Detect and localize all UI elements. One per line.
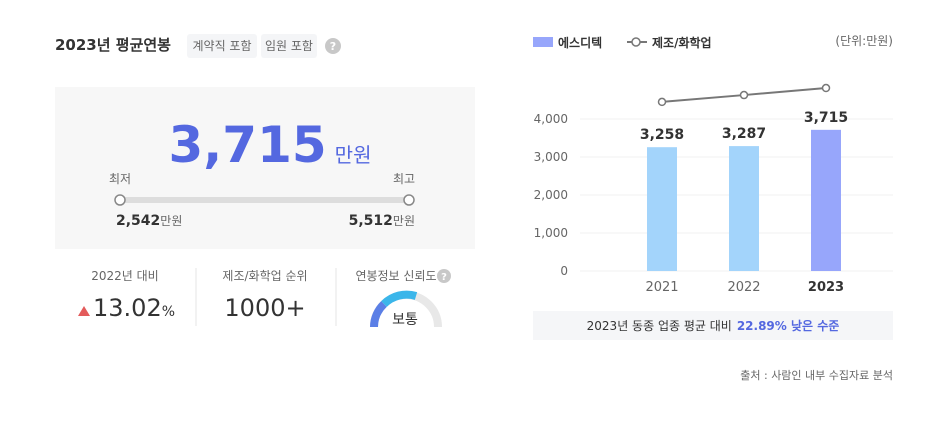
line-point: [739, 90, 749, 100]
max-unit: 만원: [393, 214, 415, 228]
bar-value-label: 3,287: [722, 126, 766, 142]
tag-bg: [261, 34, 317, 58]
section-title: 2023년 평균연봉: [55, 36, 171, 54]
x-tick-label: 2022: [727, 280, 760, 295]
line-point: [821, 83, 831, 93]
min: 2,542만원: [116, 213, 182, 229]
range-handle: [114, 194, 126, 206]
tag: 계약직 포함: [192, 38, 251, 53]
summary-box: [55, 87, 475, 249]
up-arrow: [78, 306, 90, 316]
gauge-fill: [381, 290, 418, 307]
average: 3,715 만원: [169, 116, 372, 174]
bar: [647, 147, 677, 271]
x-tick-label: 2023: [808, 280, 844, 295]
bar-value-label: 3,715: [804, 110, 848, 126]
unit-note: (단위:만원): [835, 34, 893, 48]
comparison-box: [533, 311, 893, 340]
stat-label: 연봉정보 신뢰도: [355, 269, 436, 283]
comparison-text: 2023년 동종 업종 평균 대비: [587, 319, 732, 333]
max-value: 5,512: [349, 213, 393, 229]
stat-value: 보통: [392, 312, 418, 328]
min-value: 2,542: [116, 213, 160, 229]
y-tick-label: 1,000: [534, 226, 568, 240]
average-unit: 만원: [335, 143, 372, 167]
help-icon[interactable]: [325, 38, 341, 54]
y-tick-label: 3,000: [534, 150, 568, 164]
legend-marker: [631, 37, 641, 47]
range-handle: [403, 194, 415, 206]
comparison-highlight: 22.89% 낮은 수준: [737, 318, 840, 333]
comparison: 2023년 동종 업종 평균 대비 22.89% 낮은 수준: [587, 318, 840, 333]
stat-label: 제조/화학업 순위: [222, 269, 307, 283]
y-tick-label: 4,000: [534, 112, 568, 126]
max: 5,512만원: [349, 213, 415, 229]
help-icon-text[interactable]: ?: [441, 272, 447, 283]
tag: 임원 포함: [265, 39, 313, 53]
x-tick-label: 2021: [645, 280, 678, 295]
stat-value: 13.02%: [93, 294, 175, 322]
stat-number: 13.02: [93, 294, 162, 322]
help-icon-text[interactable]: ?: [330, 40, 336, 53]
gauge-fill: [370, 301, 387, 328]
stat-unit: %: [162, 304, 175, 320]
legend-swatch: [533, 37, 553, 47]
min-unit: 만원: [160, 214, 182, 228]
tag-bg: [187, 34, 257, 58]
stat-value: 1000+: [224, 294, 305, 322]
y-tick-label: 2,000: [534, 188, 568, 202]
line-point: [657, 97, 667, 107]
average-value: 3,715: [169, 116, 327, 174]
stat-label: 2022년 대비: [91, 269, 158, 283]
min-label: 최저: [109, 172, 131, 186]
bar-value-label: 3,258: [640, 127, 684, 143]
legend-label: 제조/화학업: [652, 35, 712, 50]
max-label: 최고: [393, 172, 415, 186]
bar: [729, 146, 759, 271]
help-icon[interactable]: [437, 269, 451, 283]
bar: [811, 129, 841, 271]
legend-label: 에스디텍: [558, 35, 602, 50]
y-tick-label: 0: [560, 264, 568, 278]
source: 출처 : 사람인 내부 수집자료 분석: [740, 369, 893, 382]
